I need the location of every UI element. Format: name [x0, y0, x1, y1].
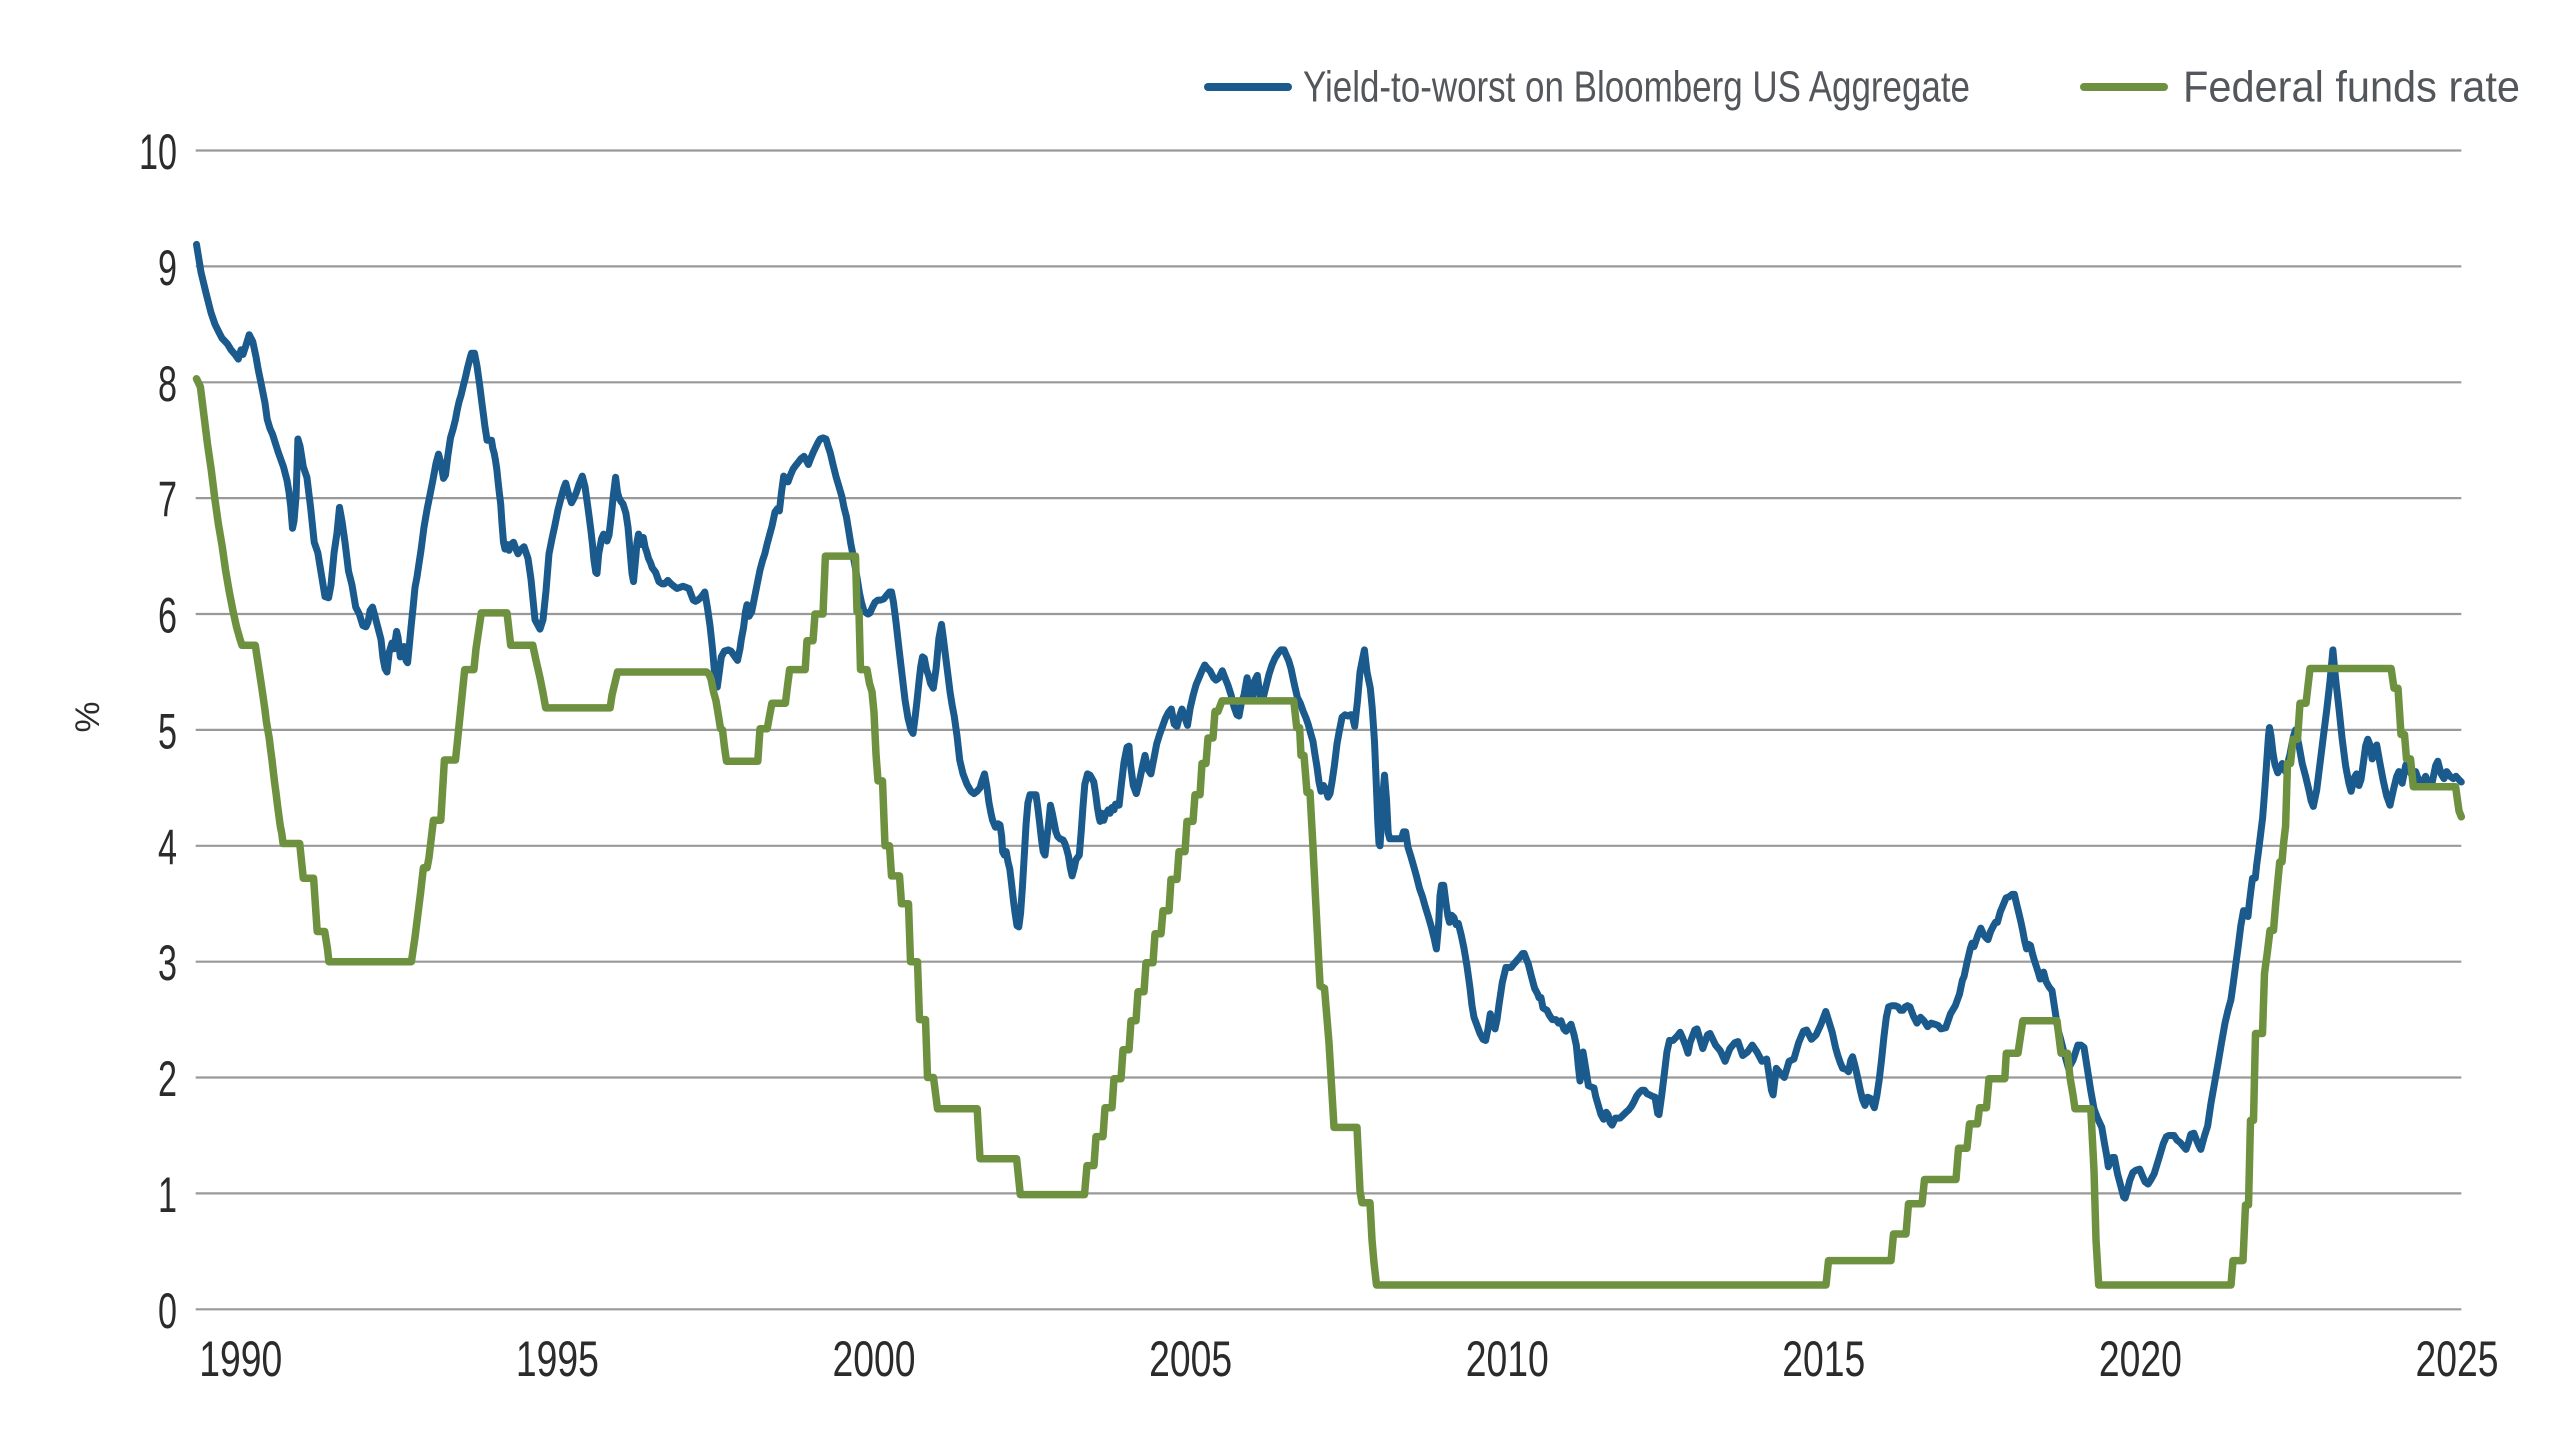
- svg-text:1990: 1990: [199, 1331, 282, 1387]
- svg-text:Federal funds rate: Federal funds rate: [2183, 63, 2520, 112]
- svg-text:0: 0: [158, 1283, 177, 1339]
- svg-text:2025: 2025: [2416, 1331, 2499, 1387]
- svg-text:1995: 1995: [516, 1331, 599, 1387]
- svg-text:%: %: [69, 702, 107, 733]
- svg-text:4: 4: [158, 819, 177, 875]
- svg-text:2005: 2005: [1149, 1331, 1232, 1387]
- svg-text:2010: 2010: [1466, 1331, 1549, 1387]
- svg-text:2000: 2000: [833, 1331, 916, 1387]
- svg-text:2: 2: [158, 1051, 177, 1107]
- svg-text:10: 10: [139, 124, 177, 180]
- svg-text:2020: 2020: [2099, 1331, 2182, 1387]
- svg-text:6: 6: [158, 588, 177, 644]
- svg-text:Yield-to-worst on Bloomberg US: Yield-to-worst on Bloomberg US Aggregate: [1303, 63, 1970, 112]
- svg-text:5: 5: [158, 703, 177, 759]
- svg-text:2015: 2015: [1782, 1331, 1865, 1387]
- svg-text:1: 1: [158, 1167, 177, 1223]
- svg-text:8: 8: [158, 356, 177, 412]
- svg-text:7: 7: [158, 472, 177, 528]
- svg-text:3: 3: [158, 935, 177, 991]
- svg-text:9: 9: [158, 240, 177, 296]
